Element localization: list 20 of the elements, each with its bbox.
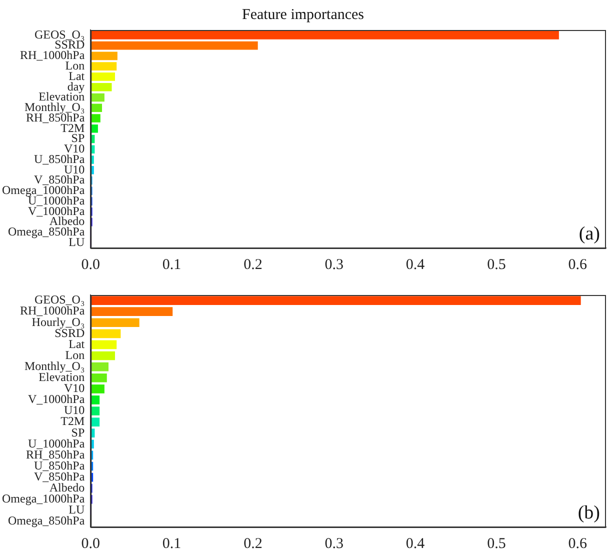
x-tick-label: 0.1 — [162, 536, 182, 552]
x-tick-label: 0.0 — [81, 536, 100, 552]
x-tick-label: 0.5 — [487, 256, 506, 273]
y-tick-label: GEOS_O₃ — [34, 292, 85, 307]
x-tick-label: 0.1 — [162, 256, 182, 273]
y-tick-label: Albedo — [49, 480, 85, 494]
chart-title: Feature importances — [242, 6, 364, 23]
x-tick-label: 0.6 — [568, 256, 588, 273]
x-tick-label: 0.4 — [406, 536, 426, 552]
x-tick-label: 0.0 — [81, 256, 100, 273]
annotation: (b) — [578, 502, 600, 524]
x-tick-label: 0.5 — [487, 536, 506, 552]
x-tick-label: 0.2 — [244, 256, 262, 273]
x-tick-label: 0.6 — [568, 536, 588, 552]
x-tick-label: 0.2 — [244, 536, 262, 552]
x-tick-label: 0.3 — [324, 256, 344, 273]
x-tick-label: 0.4 — [406, 256, 426, 273]
y-tick-label: Monthly_O₃ — [24, 100, 85, 114]
x-tick-label: 0.3 — [324, 536, 344, 552]
annotation: (a) — [578, 223, 600, 244]
